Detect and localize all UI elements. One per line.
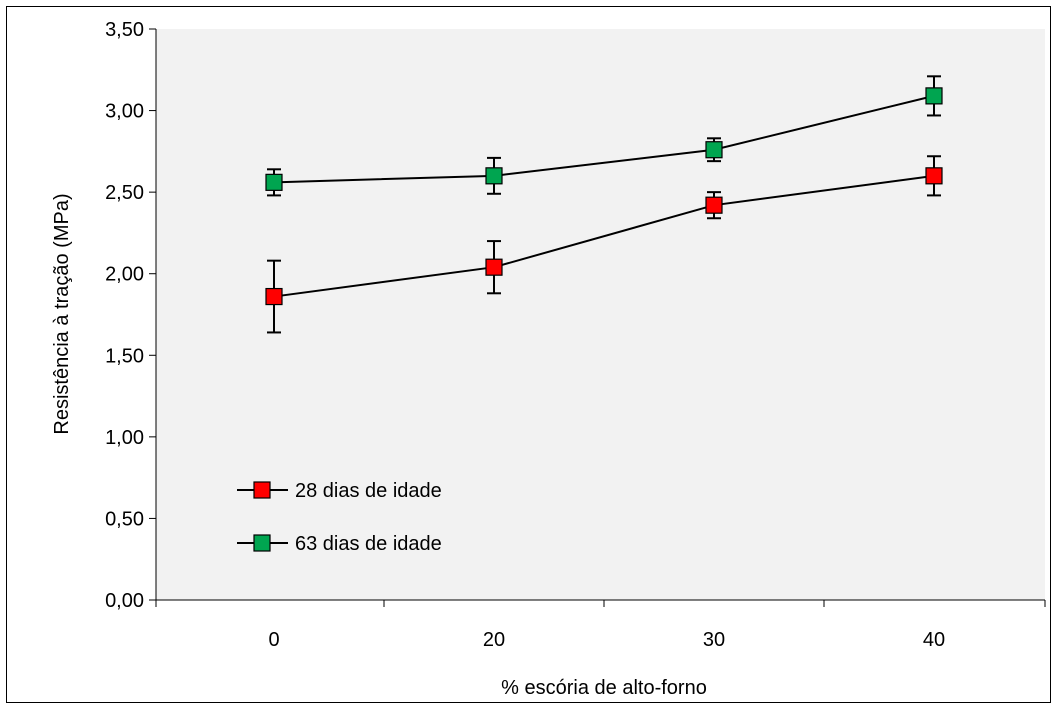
legend-marker — [253, 481, 271, 499]
data-point — [705, 196, 723, 214]
legend-label: 63 dias de idade — [295, 533, 442, 555]
series-1 — [265, 155, 943, 334]
legend-marker — [253, 534, 271, 552]
axes: 0,00 0,50 1,00 1,50 2,00 2,50 3,00 3,50 0 20 30 40 — [105, 19, 1046, 651]
series-2 — [265, 75, 943, 197]
y-tick-label: 0,00 — [105, 590, 144, 612]
data-point — [705, 141, 723, 159]
y-tick-label: 3,50 — [105, 19, 144, 41]
y-tick-label: 1,00 — [105, 427, 144, 449]
legend: 28 dias de idade 63 dias de idade — [237, 480, 442, 555]
x-tick-label: 40 — [923, 629, 945, 651]
y-tick-label: 2,00 — [105, 264, 144, 286]
x-tick-label: 30 — [703, 629, 725, 651]
y-axis-title: Resistência à tração (MPa) — [51, 193, 73, 434]
legend-item: 28 dias de idade — [237, 480, 442, 502]
data-point — [925, 87, 943, 105]
data-point — [265, 173, 283, 191]
plot-area — [156, 29, 1045, 600]
chart-marks — [265, 75, 943, 334]
series-line — [273, 94, 935, 184]
data-point — [925, 167, 943, 185]
y-tick-label: 1,50 — [105, 345, 144, 367]
y-tick-label: 3,00 — [105, 101, 144, 123]
y-tick-label: 0,50 — [105, 508, 144, 530]
x-tick-label: 20 — [483, 629, 505, 651]
data-point — [265, 287, 283, 306]
x-axis-title: % escória de alto-forno — [501, 677, 707, 699]
x-tick-label: 0 — [268, 629, 279, 651]
data-point — [485, 258, 503, 276]
data-point — [485, 167, 503, 185]
y-tick-label: 2,50 — [105, 182, 144, 204]
series-line — [273, 174, 935, 298]
legend-label: 28 dias de idade — [295, 480, 442, 502]
legend-item: 63 dias de idade — [237, 533, 442, 555]
